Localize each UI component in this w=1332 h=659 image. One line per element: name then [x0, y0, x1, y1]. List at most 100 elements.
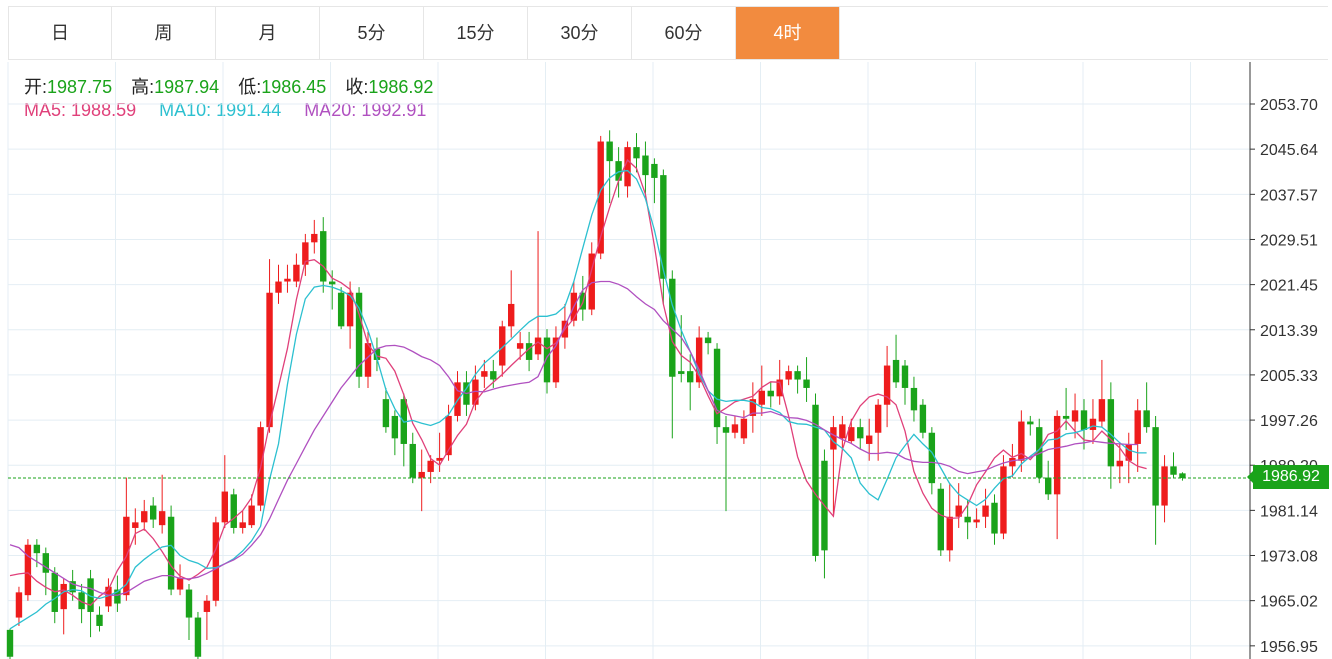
candle-body: [391, 415, 399, 439]
candle: [1018, 410, 1025, 472]
candle: [400, 393, 407, 467]
candle: [6, 628, 14, 659]
current-price-tag: 1986.92: [1247, 465, 1329, 489]
candle: [1152, 415, 1159, 545]
tab-period-7[interactable]: 60分: [632, 7, 736, 59]
candle-body: [803, 379, 810, 388]
candle: [1170, 452, 1177, 478]
candle-body: [78, 592, 85, 610]
candle: [1179, 472, 1186, 481]
candle-body: [794, 371, 801, 380]
candle: [87, 569, 94, 638]
ma20-value: 1992.91: [361, 100, 427, 120]
candle-body: [669, 278, 676, 377]
candle: [767, 382, 774, 408]
candle-body: [892, 359, 900, 383]
candle-body: [552, 337, 560, 383]
ma10-value: 1991.44: [216, 100, 282, 120]
candle: [821, 449, 828, 579]
tab-period-3[interactable]: 月: [216, 7, 320, 59]
period-tabs: 日周月 5分 15分 30分 60分 4时: [8, 6, 1328, 60]
candle-body: [346, 292, 354, 327]
candle-body: [516, 343, 524, 349]
candle-body: [651, 163, 658, 178]
candle: [454, 371, 461, 422]
candle-body: [624, 147, 631, 187]
candle: [1107, 382, 1115, 489]
ma5-value: 1988.59: [71, 100, 137, 120]
candle: [185, 583, 193, 640]
y-tick-label: 2013.39: [1260, 323, 1318, 340]
candle-body: [266, 292, 273, 428]
candle-body: [722, 427, 730, 433]
candle-body: [284, 278, 291, 282]
candle: [364, 331, 372, 388]
candle-body: [382, 399, 390, 428]
candle: [624, 141, 631, 198]
candle: [499, 320, 506, 377]
candle: [874, 399, 882, 461]
candle: [794, 365, 801, 394]
candle: [445, 404, 452, 461]
candle-body: [96, 614, 103, 626]
candle: [490, 359, 497, 388]
candle: [633, 133, 640, 173]
candle: [534, 231, 542, 360]
tab-period-2[interactable]: 周: [112, 7, 216, 59]
ma-line-ma10: [9, 169, 1147, 630]
candle-body: [373, 348, 381, 360]
candle: [642, 141, 649, 198]
candle-body: [1170, 466, 1177, 475]
candle: [481, 359, 488, 388]
candle-body: [973, 519, 980, 523]
candle-body: [543, 337, 551, 383]
candle-body: [33, 544, 41, 554]
candle-body: [1089, 418, 1097, 430]
candle: [60, 578, 67, 635]
candle-body: [731, 424, 739, 433]
candle: [678, 315, 685, 383]
candle-body: [901, 365, 909, 388]
candle: [24, 539, 32, 601]
candle: [436, 432, 443, 472]
candle: [1080, 399, 1088, 450]
tab-period-6[interactable]: 30分: [528, 7, 632, 59]
candle-body: [329, 281, 336, 285]
candle: [51, 567, 58, 624]
candle-body: [158, 511, 166, 526]
candle-body: [1125, 443, 1132, 461]
candle-body: [1000, 466, 1007, 534]
candle-body: [606, 141, 613, 162]
candle-body: [1080, 410, 1088, 430]
ma-info-line: MA5: 1988.59 MA10: 1991.44 MA20: 1992.91: [24, 100, 426, 121]
candle-body: [525, 343, 533, 360]
candle-body: [445, 415, 452, 456]
candle: [928, 427, 936, 495]
candle-body: [132, 522, 139, 528]
tab-period-5[interactable]: 15分: [424, 7, 528, 59]
tab-period-8[interactable]: 4时: [736, 7, 840, 59]
candle-body: [239, 522, 246, 528]
candle: [275, 264, 282, 304]
candle-body: [194, 617, 202, 657]
candle: [409, 432, 416, 484]
y-tick-label: 2005.33: [1260, 368, 1318, 385]
candle-body: [320, 231, 327, 282]
candle: [1134, 399, 1141, 472]
candle-body: [472, 379, 479, 405]
candle-body: [848, 427, 855, 442]
candle: [588, 242, 595, 316]
candle: [248, 494, 255, 528]
candle: [651, 158, 658, 204]
high-value: 1987.94: [154, 77, 220, 97]
y-tick-label: 1973.08: [1260, 549, 1318, 566]
candle-body: [1152, 427, 1159, 506]
tab-period-4[interactable]: 5分: [320, 7, 424, 59]
candle-body: [302, 242, 309, 265]
candle: [212, 516, 220, 607]
candle: [919, 399, 927, 439]
candle-body: [615, 161, 622, 181]
tab-period-1[interactable]: 日: [8, 7, 112, 59]
candle: [284, 264, 291, 293]
